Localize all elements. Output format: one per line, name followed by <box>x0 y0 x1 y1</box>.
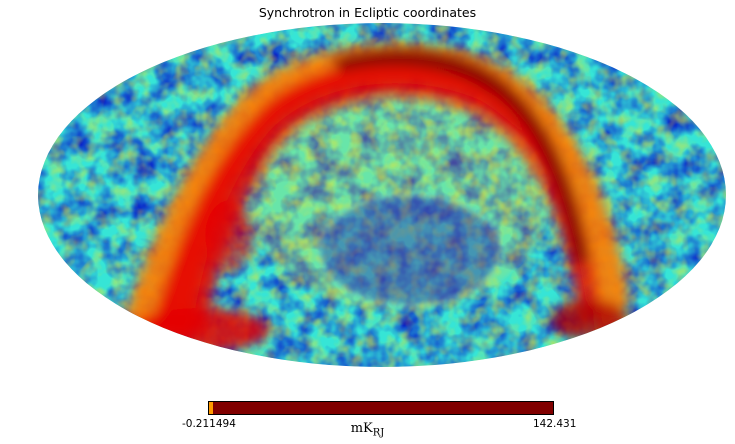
unit-main: mK <box>350 421 373 436</box>
mollweide-sky-map <box>38 23 726 367</box>
unit-subscript: RJ <box>372 427 385 439</box>
band-inner-red <box>150 60 600 336</box>
colorbar-main-segment <box>213 402 553 414</box>
plot-title: Synchrotron in Ecliptic coordinates <box>258 5 477 20</box>
colorbar <box>208 401 554 415</box>
band-outer-orange <box>120 42 630 340</box>
colorbar-max-label: 142.431 <box>533 418 577 430</box>
loop-interior <box>250 90 550 310</box>
colorbar-unit-label: mKRJ <box>0 421 735 439</box>
band-lobe-bottom-left <box>130 308 270 352</box>
band-lobe-left <box>205 200 255 270</box>
band-lobe-bottom-right <box>550 300 630 340</box>
colorbar-low-segment <box>209 402 213 414</box>
sky-pixels <box>38 23 726 367</box>
band-ridge-dark <box>330 47 590 266</box>
interior-blue-patch <box>320 195 500 305</box>
colorbar-min-label: -0.211494 <box>182 418 236 430</box>
